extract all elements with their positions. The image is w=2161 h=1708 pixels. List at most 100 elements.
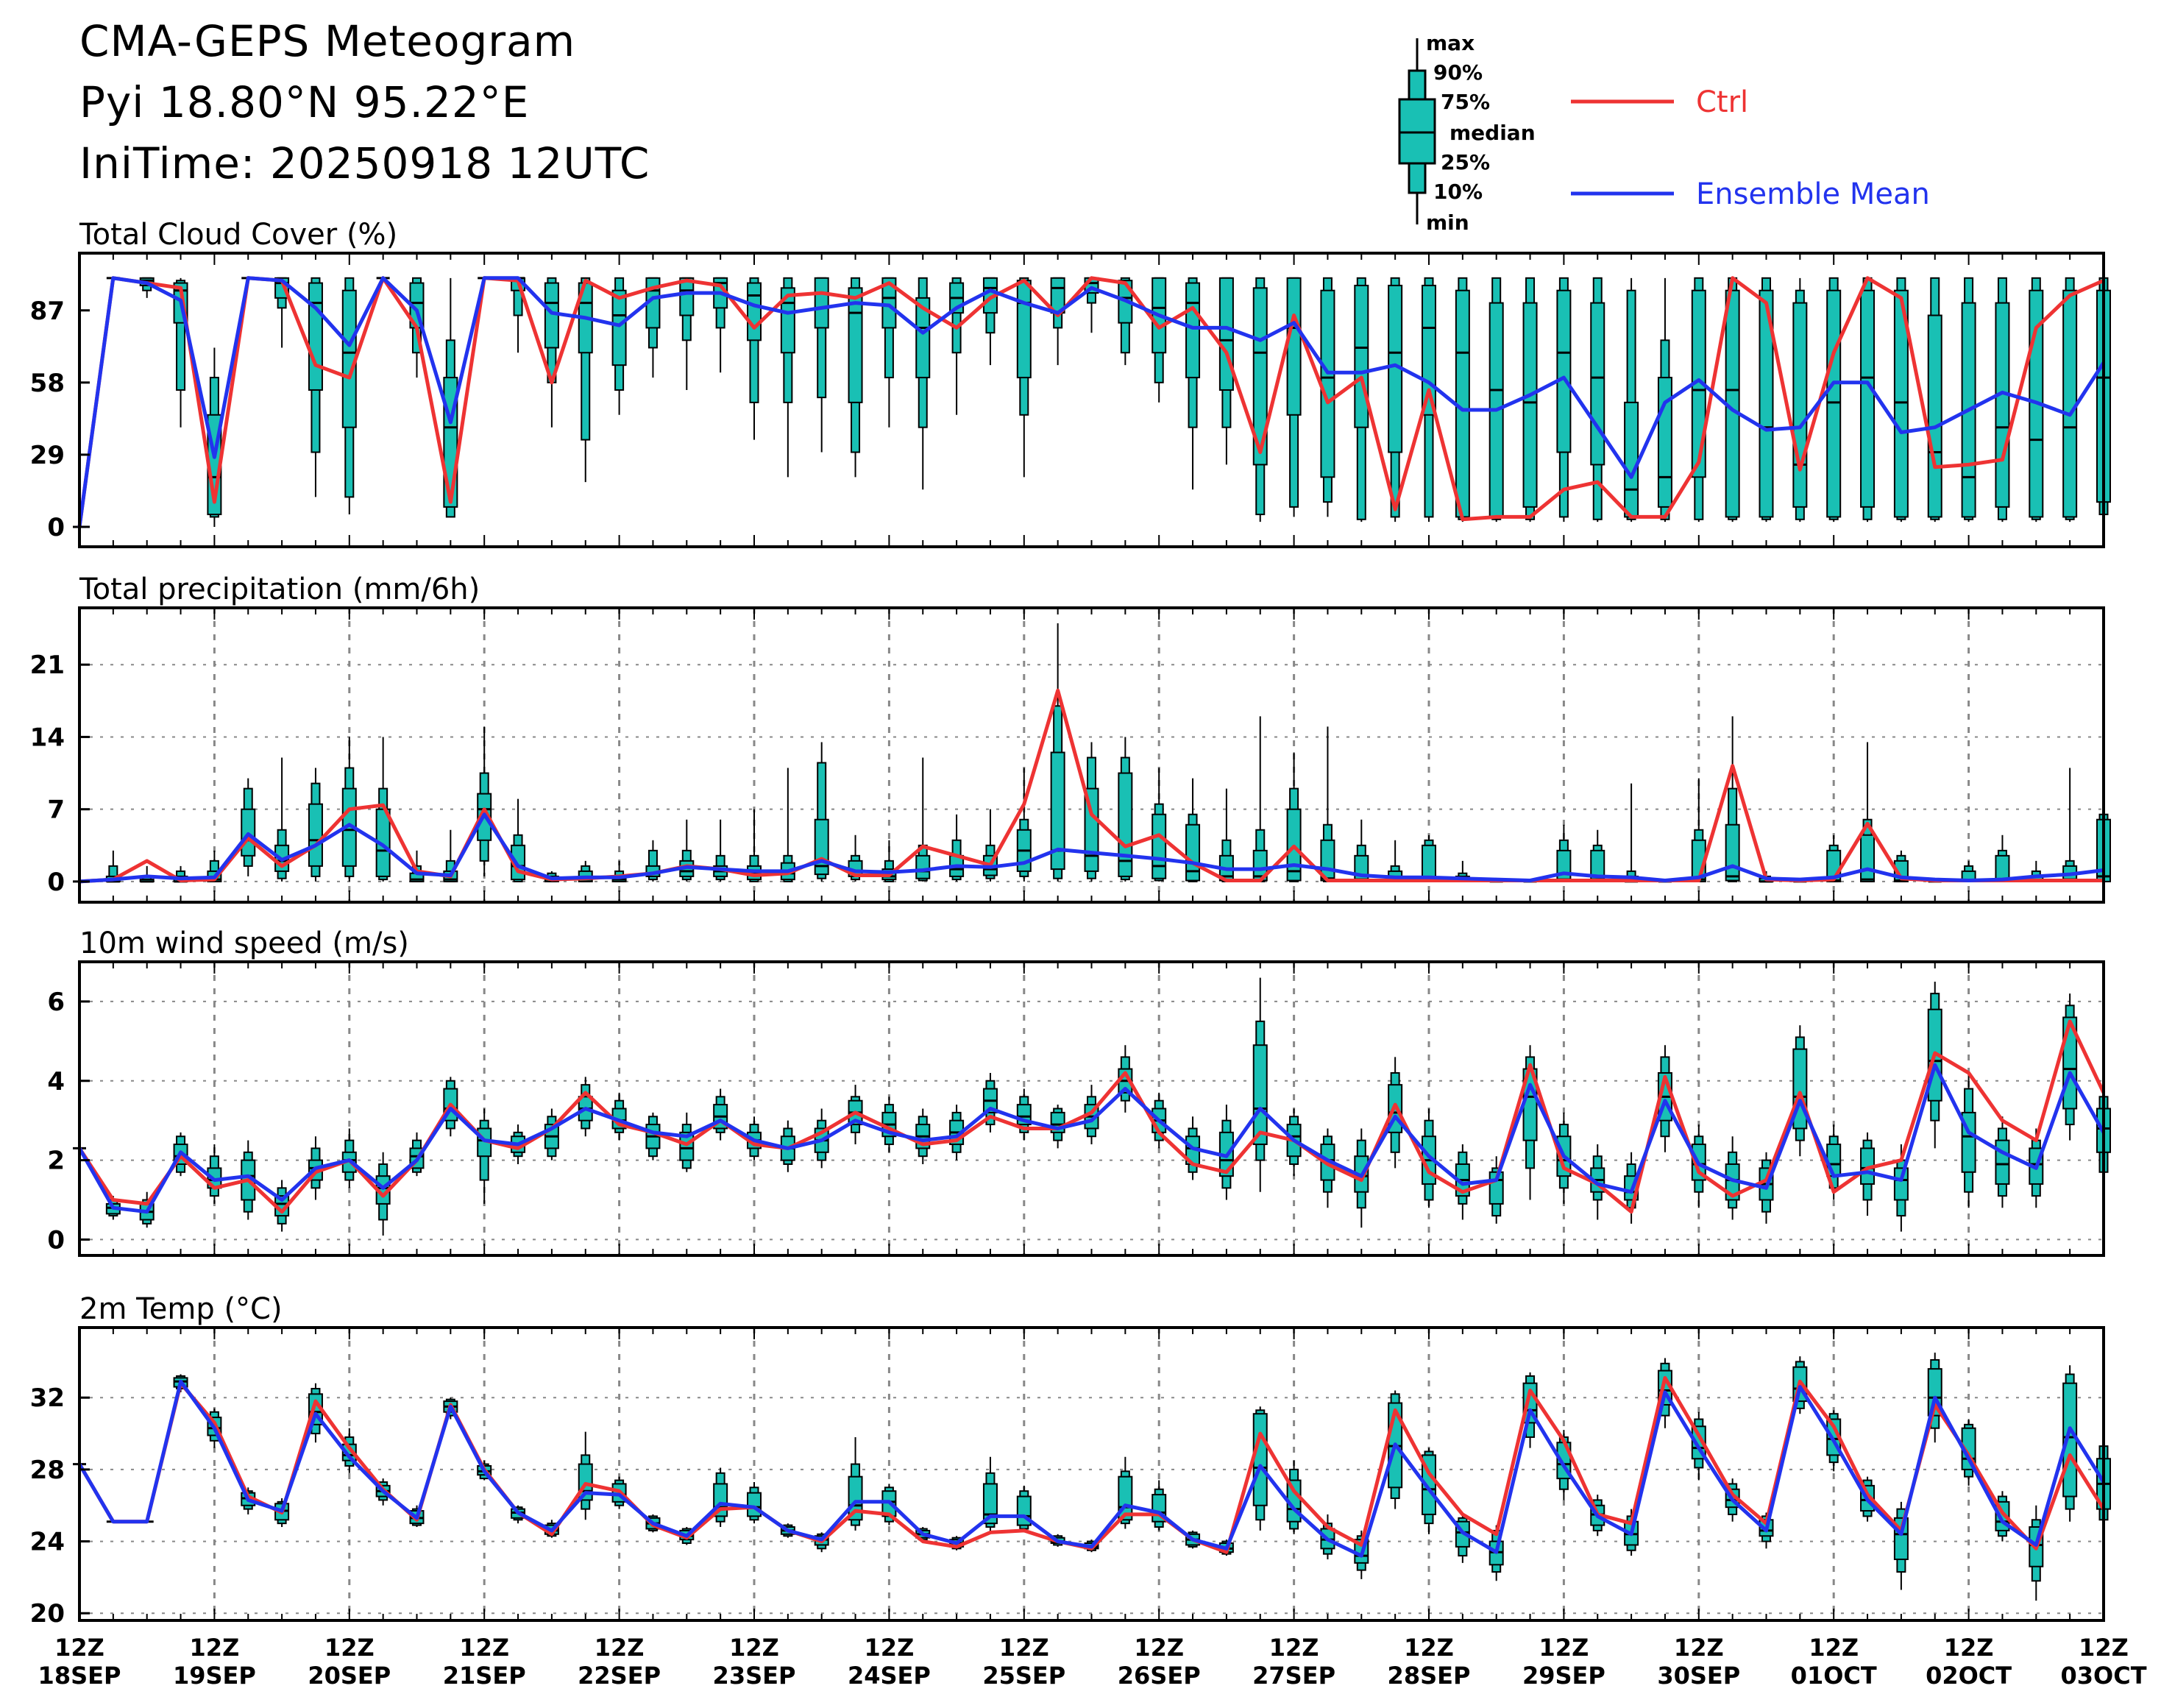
box-item [848, 1436, 863, 1531]
box-p25-p75 [881, 277, 897, 329]
init-time-label: IniTime: 20250918 12UTC [79, 138, 650, 188]
x-tick-label-time: 12Z [2079, 1634, 2129, 1662]
box-item [1016, 277, 1032, 478]
box-p25-p75 [1860, 289, 1876, 508]
box-item [949, 277, 965, 415]
x-tick-label-date: 23SEP [713, 1662, 796, 1690]
box-item [1016, 1485, 1032, 1533]
box-p25-p75 [1860, 834, 1876, 882]
box-item [1455, 277, 1470, 522]
x-tick-label-date: 20SEP [308, 1662, 391, 1690]
box-item [848, 277, 863, 478]
box-p25-p75 [1050, 751, 1065, 871]
box-item [2062, 768, 2078, 882]
box-item [1354, 819, 1369, 882]
y-tick-label: 58 [30, 369, 65, 398]
x-tick-label-time: 12Z [865, 1634, 915, 1662]
box-item [1422, 277, 1436, 522]
legend-box-label: median [1449, 121, 1536, 145]
box-p25-p75 [1657, 377, 1672, 508]
box-item [1488, 277, 1504, 522]
x-tick-label-date: 03OCT [2060, 1662, 2146, 1690]
box-item [1252, 716, 1268, 882]
box-p25-p75 [1185, 282, 1201, 379]
x-tick-label-date: 27SEP [1252, 1662, 1335, 1690]
x-tick-label-date: 30SEP [1657, 1662, 1740, 1690]
box-p25-p75 [1725, 823, 1740, 882]
box-item [544, 277, 559, 428]
y-tick-label: 29 [30, 441, 65, 470]
box-item [1590, 277, 1605, 522]
box-item [814, 277, 829, 453]
x-tick-label-time: 12Z [595, 1634, 645, 1662]
x-tick-label-date: 01OCT [1791, 1662, 1877, 1690]
legend-box-label: 10% [1433, 180, 1483, 204]
box-p10-p90 [647, 849, 658, 881]
box-item [747, 1481, 762, 1524]
box-item [1050, 277, 1065, 366]
legend-box-label: 90% [1433, 60, 1483, 85]
box-p25-p75 [1759, 289, 1774, 518]
box-item [1556, 277, 1572, 522]
panel-title: Total Cloud Cover (%) [79, 218, 397, 252]
y-tick-label: 7 [47, 795, 65, 825]
box-item [1961, 277, 1976, 522]
box-p25-p75 [1590, 302, 1605, 466]
box-p10-p90 [176, 280, 186, 391]
box-item [1995, 834, 2010, 882]
legend-box-label: max [1426, 31, 1475, 55]
box-item [1624, 277, 1639, 522]
box-item [1118, 277, 1133, 366]
legend-box-label: min [1426, 210, 1469, 235]
box-item [1185, 277, 1201, 490]
panel-3 [73, 1326, 2111, 1622]
y-tick-label: 0 [47, 513, 65, 542]
x-tick-label-time: 12Z [54, 1634, 104, 1662]
box-item [611, 277, 627, 415]
box-p25-p75 [780, 287, 795, 354]
box-p25-p75 [679, 1131, 695, 1161]
x-tick-label-time: 12Z [190, 1634, 240, 1662]
box-p25-p75 [1556, 849, 1572, 882]
box-p25-p75 [747, 282, 762, 341]
box-item [544, 1108, 559, 1160]
box-item [1050, 623, 1065, 882]
box-p25-p75 [1995, 1139, 2010, 1185]
box-item [1624, 783, 1639, 883]
box-item [982, 809, 998, 882]
x-tick-label-time: 12Z [1944, 1634, 1994, 1662]
box-item [1152, 277, 1167, 403]
box-item [578, 1077, 593, 1137]
location-label: Pyi 18.80°N 95.22°E [79, 77, 530, 127]
box-item [1388, 277, 1403, 522]
y-tick-label: 87 [30, 297, 65, 326]
box-item [1759, 277, 1774, 522]
box-p25-p75 [2062, 289, 2078, 518]
x-tick-label-time: 12Z [459, 1634, 509, 1662]
legend-box-label: 75% [1441, 90, 1490, 114]
box-p10-p90 [581, 277, 591, 441]
box-p25-p75 [1252, 1413, 1268, 1506]
box-p25-p75 [915, 297, 931, 379]
box-p25-p75 [1522, 302, 1538, 508]
box-p25-p75 [1118, 772, 1133, 877]
x-tick-label-time: 12Z [1674, 1634, 1724, 1662]
box-item [1893, 277, 1909, 522]
box-p25-p75 [1286, 277, 1302, 416]
box-item [1252, 977, 1268, 1192]
box-item [1961, 860, 1976, 882]
x-tick-label-date: 26SEP [1118, 1662, 1201, 1690]
box-item [1826, 277, 1842, 522]
box-item [341, 277, 357, 515]
legend-box-label: 25% [1441, 150, 1490, 174]
x-tick-label-time: 12Z [999, 1634, 1049, 1662]
ensemble-mean-line [77, 276, 2106, 528]
box-item [679, 277, 695, 390]
box-item [679, 1112, 695, 1172]
box-p25-p75 [848, 287, 863, 403]
box-p25-p75 [1995, 302, 2010, 508]
box-item [477, 1108, 492, 1204]
box-item [1792, 1025, 1808, 1157]
box-p25-p75 [1893, 1167, 1909, 1201]
